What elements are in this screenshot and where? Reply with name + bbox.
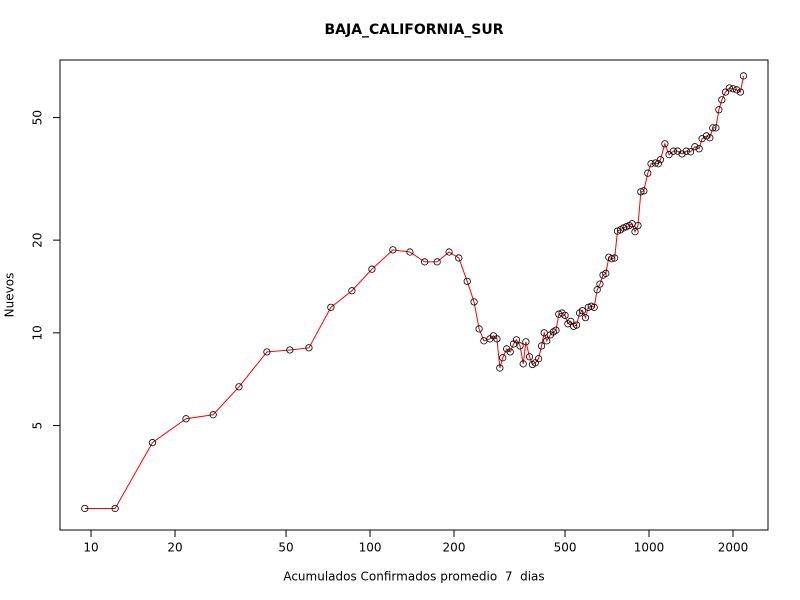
x-tick-label: 100 bbox=[359, 541, 382, 555]
point bbox=[496, 364, 504, 372]
point bbox=[148, 439, 157, 447]
point bbox=[729, 85, 737, 93]
point bbox=[721, 88, 730, 96]
point bbox=[647, 160, 655, 168]
point bbox=[733, 86, 741, 94]
point bbox=[682, 147, 690, 155]
point bbox=[602, 269, 610, 277]
y-tick-label: 10 bbox=[31, 325, 45, 340]
point bbox=[584, 303, 592, 311]
point bbox=[348, 287, 356, 295]
point bbox=[543, 337, 551, 345]
point bbox=[739, 72, 748, 80]
point bbox=[718, 96, 726, 104]
point bbox=[433, 258, 441, 266]
point bbox=[631, 228, 639, 236]
point bbox=[552, 326, 560, 334]
point bbox=[389, 246, 397, 254]
point bbox=[305, 344, 313, 352]
point bbox=[644, 169, 652, 177]
point bbox=[81, 504, 89, 513]
point bbox=[706, 134, 714, 142]
point bbox=[406, 248, 414, 256]
x-tick-label: 10 bbox=[83, 541, 98, 555]
point bbox=[596, 280, 604, 288]
point bbox=[470, 298, 478, 306]
point bbox=[182, 415, 190, 423]
point bbox=[368, 265, 376, 273]
point bbox=[709, 124, 717, 132]
point bbox=[512, 336, 521, 344]
point bbox=[590, 303, 598, 311]
point bbox=[702, 132, 711, 140]
point bbox=[286, 346, 294, 354]
point bbox=[519, 360, 527, 368]
point bbox=[111, 504, 119, 513]
point bbox=[665, 151, 673, 159]
point bbox=[686, 148, 695, 156]
x-axis-label: Acumulados Confirmados promedio 7 dias bbox=[283, 570, 544, 584]
point bbox=[209, 411, 217, 419]
x-tick-label: 500 bbox=[554, 541, 577, 555]
point bbox=[534, 355, 543, 363]
point bbox=[608, 255, 616, 263]
point bbox=[715, 106, 723, 114]
x-tick-label: 200 bbox=[443, 541, 466, 555]
point bbox=[725, 84, 733, 92]
point bbox=[651, 159, 659, 167]
point bbox=[525, 353, 534, 361]
x-tick-label: 1000 bbox=[634, 541, 665, 555]
point bbox=[581, 314, 590, 322]
point bbox=[669, 147, 678, 155]
point bbox=[537, 342, 546, 350]
y-tick-label: 20 bbox=[31, 232, 45, 247]
point bbox=[475, 325, 483, 333]
point bbox=[736, 88, 745, 96]
y-tick-label: 5 bbox=[31, 422, 45, 430]
point bbox=[578, 307, 586, 315]
point bbox=[516, 342, 524, 350]
point bbox=[712, 124, 720, 132]
point bbox=[572, 321, 581, 329]
chart-title: BAJA_CALIFORNIA_SUR bbox=[324, 22, 503, 38]
point bbox=[327, 303, 335, 311]
point bbox=[640, 187, 648, 195]
point bbox=[455, 254, 463, 262]
point bbox=[445, 248, 453, 256]
point bbox=[493, 335, 501, 343]
point bbox=[691, 143, 699, 151]
point bbox=[654, 160, 662, 168]
x-tick-label: 2000 bbox=[718, 541, 749, 555]
point bbox=[499, 354, 507, 362]
point bbox=[637, 188, 645, 196]
point bbox=[611, 254, 619, 262]
y-tick-label: 50 bbox=[31, 110, 45, 125]
point bbox=[661, 140, 669, 148]
point bbox=[421, 258, 429, 266]
x-tick-label: 50 bbox=[278, 541, 293, 555]
point bbox=[593, 286, 601, 294]
y-axis-label: Nuevos bbox=[3, 273, 17, 318]
point bbox=[235, 383, 243, 391]
point bbox=[506, 348, 514, 356]
point bbox=[561, 311, 569, 319]
point bbox=[522, 338, 530, 346]
point bbox=[263, 348, 271, 356]
point bbox=[656, 156, 665, 164]
point bbox=[463, 277, 471, 285]
point bbox=[695, 145, 703, 153]
x-tick-label: 20 bbox=[167, 541, 182, 555]
point bbox=[634, 221, 642, 230]
